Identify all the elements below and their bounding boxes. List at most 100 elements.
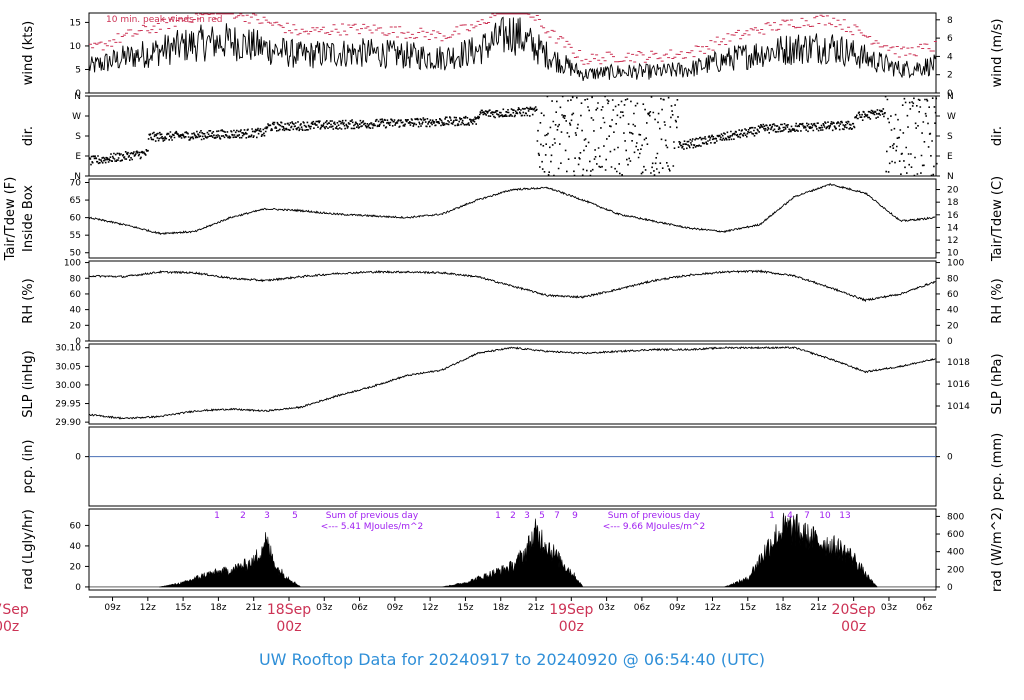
right-tick-label-rad: 0: [947, 583, 953, 593]
day-label-date: 20Sep: [832, 602, 876, 618]
x-tick-label: 03z: [316, 603, 332, 613]
left-tick-label-dir: E: [75, 152, 81, 162]
x-tick-label: 15z: [175, 603, 191, 613]
right-tick-label-rh: 40: [947, 306, 959, 316]
y-axis-label2-temp: Inside Box: [21, 185, 36, 252]
right-tick-label-rh: 80: [947, 274, 959, 284]
solar-hour-mark: 9: [572, 511, 578, 521]
panel-frame-rad: [88, 508, 937, 591]
left-tick-label-rh: 80: [70, 274, 82, 284]
panel-frame-slp: [88, 343, 937, 425]
left-tick-label-temp: 65: [70, 196, 81, 206]
solar-hour-mark: 2: [510, 511, 516, 521]
right-tick-label-rh: 20: [947, 321, 959, 331]
right-tick-label-dir: W: [947, 112, 956, 122]
y-axis-right-label-wind: wind (m/s): [990, 19, 1005, 88]
y-axis-right-label-pcp: pcp. (mm): [990, 433, 1005, 500]
y-axis-right-label-dir: dir.: [990, 126, 1005, 146]
right-tick-label-wind: 6: [947, 34, 953, 44]
solar-hour-mark: 5: [292, 511, 298, 521]
solar-hour-mark: 13: [839, 511, 850, 521]
x-tick-label: 12z: [422, 603, 438, 613]
radiation-sum-value-1: <--- 5.41 MJoules/m^2: [321, 522, 423, 532]
left-tick-label-slp: 30.05: [55, 362, 81, 372]
left-tick-label-temp: 70: [70, 179, 82, 189]
y-axis-label-rh: RH (%): [21, 278, 36, 323]
panel-frame-pcp: [88, 426, 937, 507]
x-tick-label: 06z: [351, 603, 367, 613]
rh-line: [88, 269, 936, 303]
solar-hour-mark: 1: [769, 511, 775, 521]
right-tick-label-temp: 12: [947, 236, 958, 246]
x-tick-label: 15z: [740, 603, 756, 613]
solar-hour-mark: 7: [554, 511, 560, 521]
left-tick-label-wind: 15: [70, 18, 81, 28]
left-tick-label-temp: 55: [70, 231, 81, 241]
right-tick-label-wind: 2: [947, 71, 953, 81]
y-axis-label-rad: rad (Lgly/hr): [21, 509, 36, 590]
wind-speed-line: [88, 16, 937, 81]
y-axis-label-wind: wind (kts): [21, 21, 36, 85]
y-axis-label-temp: Tair/Tdew (F): [3, 177, 18, 262]
left-tick-label-rh: 0: [75, 337, 81, 347]
left-tick-label-slp: 30.00: [55, 381, 81, 391]
day-label-hour: 00z: [276, 619, 301, 635]
right-tick-label-rad: 400: [947, 548, 964, 558]
solar-hour-mark: 7: [804, 511, 810, 521]
radiation-sum-value-2: <--- 9.66 MJoules/m^2: [603, 522, 705, 532]
y-axis-right-label-rh: RH (%): [990, 278, 1005, 323]
right-tick-label-rad: 800: [947, 512, 964, 522]
day-label-date: 17Sep: [0, 602, 29, 618]
left-tick-label-dir: W: [72, 112, 81, 122]
radiation-sum-label-2: Sum of previous day: [608, 511, 701, 521]
right-tick-label-dir: N: [947, 92, 954, 102]
right-tick-label-dir: E: [947, 152, 953, 162]
left-tick-label-rh: 100: [64, 259, 81, 269]
left-tick-label-rh: 20: [70, 321, 82, 331]
y-axis-label-pcp: pcp. (in): [21, 440, 36, 494]
peak-wind-marks: [89, 13, 937, 65]
left-tick-label-temp: 60: [70, 214, 82, 224]
y-axis-right-label-slp: SLP (hPa): [990, 353, 1005, 414]
y-axis-label-slp: SLP (inHg): [21, 350, 36, 418]
x-tick-label: 18z: [775, 603, 791, 613]
right-tick-label-temp: 16: [947, 211, 959, 221]
x-tick-label: 18z: [210, 603, 226, 613]
right-tick-label-rh: 60: [947, 290, 959, 300]
left-tick-label-rad: 0: [75, 583, 81, 593]
left-tick-label-slp: 29.90: [55, 418, 81, 428]
solar-hour-mark: 1: [214, 511, 220, 521]
solar-hour-mark: 1: [495, 511, 501, 521]
left-tick-label-wind: 10: [70, 42, 82, 52]
day-label-hour: 00z: [0, 619, 19, 635]
chart-title: UW Rooftop Data for 20240917 to 20240920…: [259, 650, 765, 669]
left-tick-label-wind: 0: [75, 89, 81, 99]
x-tick-label: 21z: [246, 603, 262, 613]
right-tick-label-wind: 8: [947, 16, 953, 26]
solar-hour-mark: 4: [787, 511, 793, 521]
right-tick-label-temp: 18: [947, 198, 959, 208]
solar-hour-mark: 10: [819, 511, 831, 521]
left-tick-label-wind: 5: [75, 65, 81, 75]
day-label-date: 18Sep: [267, 602, 311, 618]
left-tick-label-slp: 29.95: [55, 400, 81, 410]
left-tick-label-rh: 40: [70, 306, 82, 316]
right-tick-label-rad: 200: [947, 565, 964, 575]
x-tick-label: 09z: [387, 603, 403, 613]
right-tick-label-temp: 10: [947, 249, 959, 259]
radiation-sum-label-1: Sum of previous day: [326, 511, 419, 521]
left-tick-label-rh: 60: [70, 290, 82, 300]
right-tick-label-pcp: 0: [947, 453, 953, 463]
right-tick-label-slp: 1016: [947, 380, 970, 390]
solar-hour-mark: 2: [240, 511, 246, 521]
radiation-area: [159, 512, 878, 588]
day-label-hour: 00z: [559, 619, 584, 635]
day-label-date: 19Sep: [549, 602, 593, 618]
left-tick-label-rad: 20: [70, 562, 82, 572]
left-tick-label-dir: N: [74, 172, 81, 182]
x-tick-label: 03z: [881, 603, 897, 613]
panel-frame-rh: [88, 260, 937, 342]
right-tick-label-wind: 0: [947, 89, 953, 99]
solar-hour-mark: 3: [524, 511, 530, 521]
